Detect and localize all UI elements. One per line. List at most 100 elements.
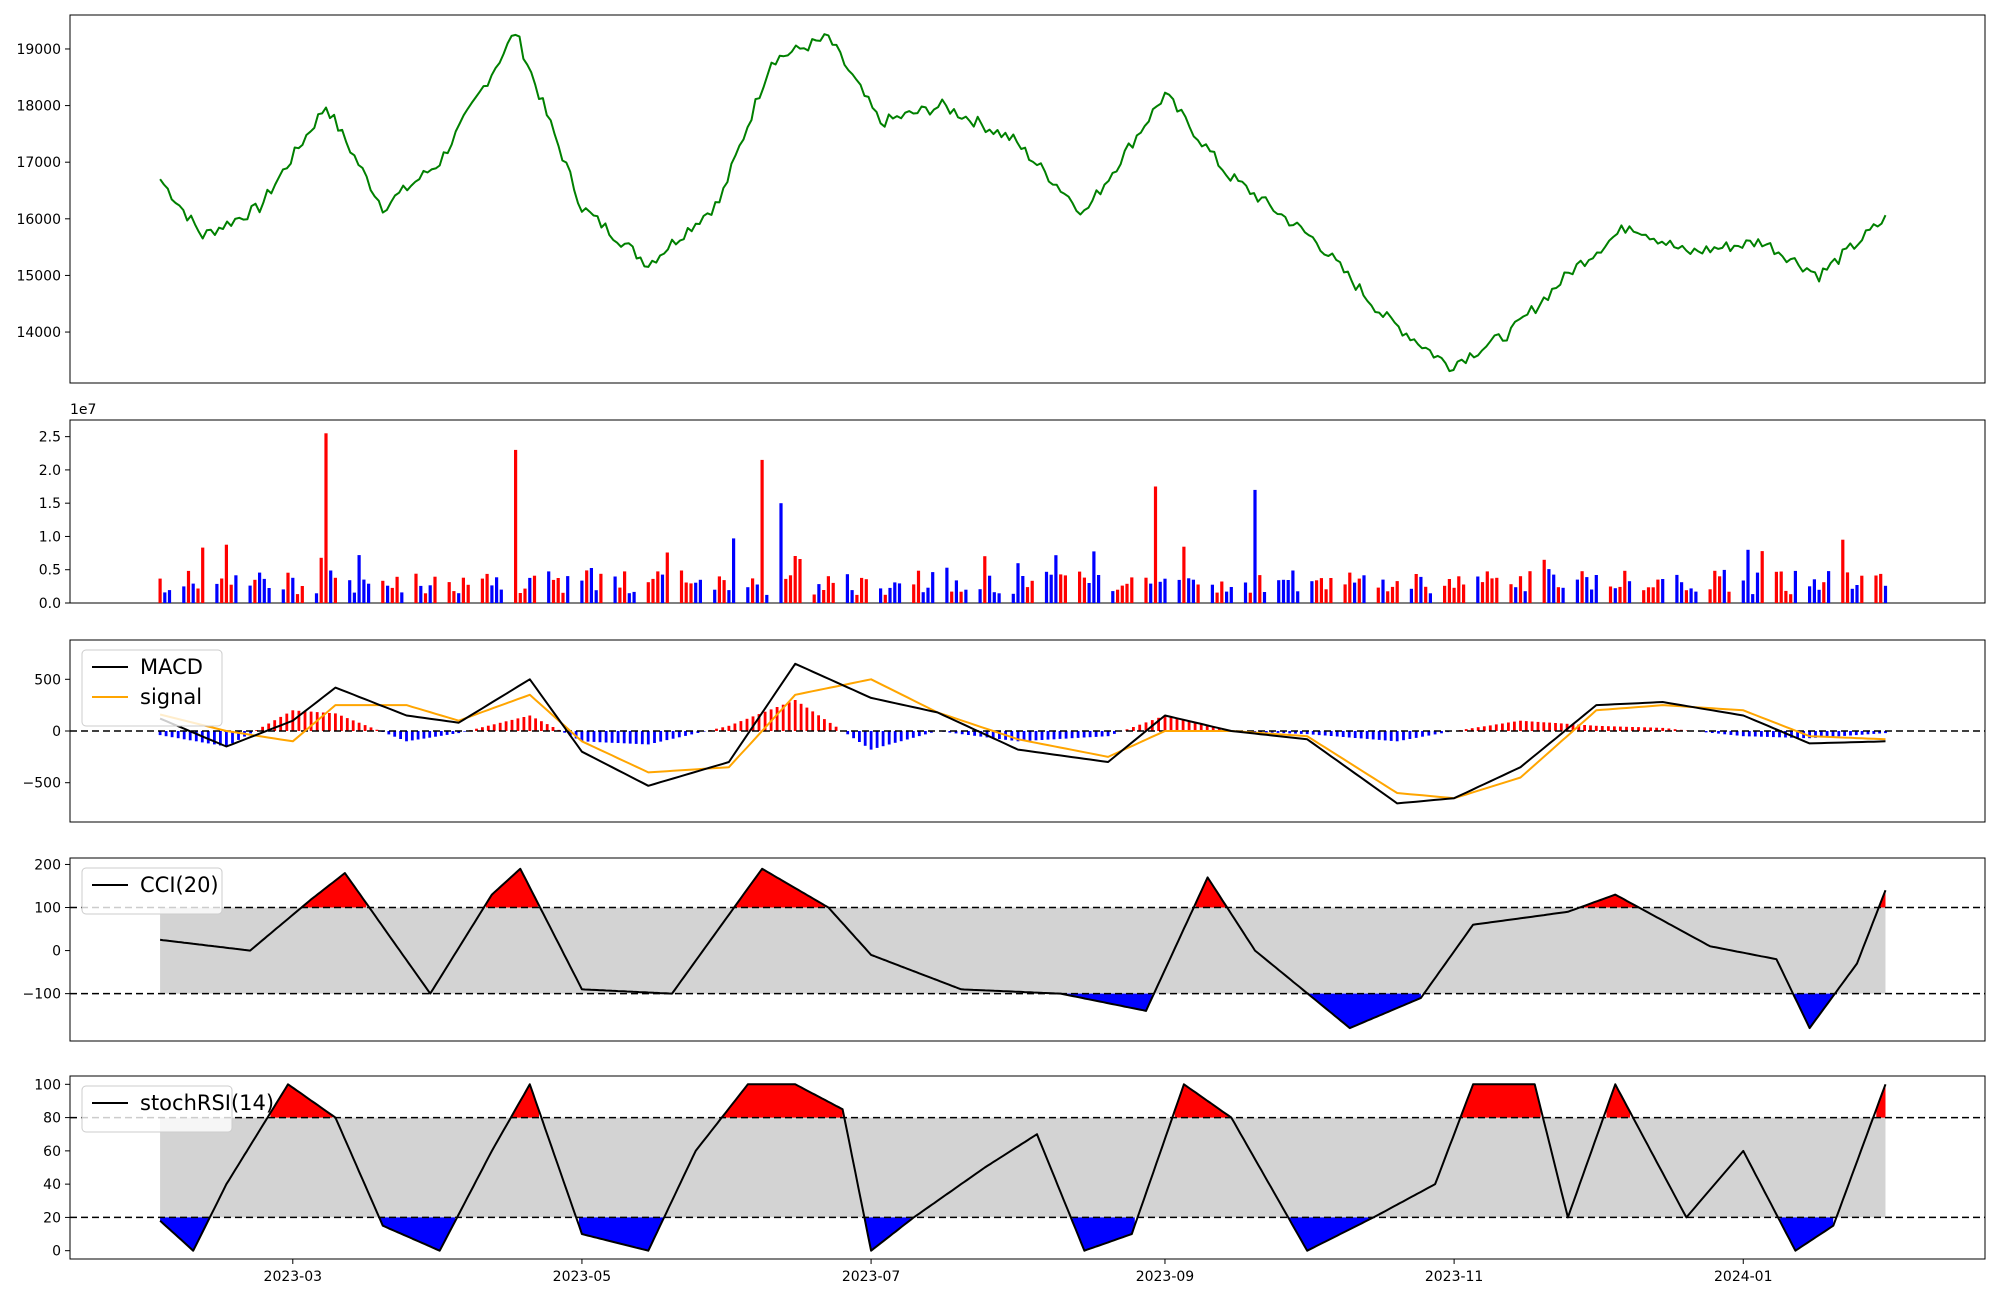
macd-hist-bar [1217,728,1221,731]
volume-bar [1182,546,1186,603]
volume-bar [812,594,816,603]
volume-bar [1149,583,1153,603]
macd-hist-bar [817,715,820,732]
volume-bar [722,580,726,603]
y-tick-label: 15000 [16,268,61,284]
macd-hist-bar [1600,726,1604,731]
volume-bar [452,591,456,603]
macd-hist-bar [1094,731,1098,737]
volume-bar [850,590,854,603]
volume-bar [580,580,584,603]
volume-bar [457,593,461,603]
volume-bar [1319,578,1323,603]
macd-hist-bar [1542,722,1546,732]
volume-bar [1153,486,1158,603]
macd-hist-bar [715,728,718,731]
macd-hist-bar [1010,731,1014,741]
macd-hist-bar [1082,731,1086,738]
macd-hist-bar [1144,722,1148,731]
macd-hist-bar [846,731,850,735]
volume-bar [1779,571,1783,603]
volume-bar [988,575,992,603]
volume-bar [1376,587,1380,603]
macd-hist-bar [551,727,555,731]
volume-bar [1362,575,1366,603]
macd-hist-bar [1270,731,1274,733]
volume-bar [466,584,470,603]
macd-hist-bar [1530,721,1534,731]
macd-hist-bar [1494,724,1498,731]
macd-hist-bar [1519,720,1522,731]
volume-bar [1817,589,1821,603]
volume-bar [390,587,394,603]
macd-hist-bar [1796,731,1799,738]
oversold-fill [1072,1217,1135,1251]
macd-hist-bar [1040,731,1044,740]
date-axis: 2023-03 2023-05 2023-07 2023-09 2023-11 2024-… [264,1259,1773,1285]
macd-hist-bar [534,718,537,731]
volume-bar [1661,579,1665,603]
volume-bar [215,583,219,603]
macd-hist-bar [405,731,408,742]
volume-bar [1016,563,1020,603]
volume-bar [755,584,759,603]
volume-bar [997,593,1001,603]
macd-hist-bar [498,722,502,731]
macd-hist-bar [545,724,549,731]
macd-hist-bar [1034,731,1038,741]
macd-hist-bar [475,728,478,731]
volume-bar [717,576,721,603]
macd-hist-bar [399,731,402,739]
macd-hist-bar [1766,731,1769,737]
volume-bar [1196,584,1200,603]
macd-hist-bar [297,710,301,731]
macd-hist-bar [1589,725,1592,731]
volume-bar [1855,585,1859,603]
macd-hist-bar [206,731,210,744]
volume-bar [618,587,622,603]
volume-bar [400,592,404,603]
volume-bar [1395,581,1399,603]
macd-hist-bar [345,718,349,731]
volume-bar [1542,559,1546,603]
macd-hist-bar [763,711,767,731]
volume-bar [1125,583,1129,603]
cci-panel: −100 0 100 200 CCI(20) [23,857,1986,1042]
volume-bar [300,586,304,603]
macd-hist-bar [745,718,749,731]
macd-hist-bar [1132,727,1135,731]
y-tick-label: 2.5 [39,430,61,446]
macd-hist-bar [1814,731,1817,738]
macd-hist-bar [646,731,650,745]
macd-hist-bar [702,731,706,732]
volume-bar [613,576,617,603]
macd-hist-bar [231,731,234,744]
macd-hist-bar [1778,731,1781,738]
volume-bar [1627,581,1632,603]
macd-hist-bar [1187,721,1191,731]
y-tick-label: 1.5 [39,496,61,512]
macd-hist-bar [1359,731,1363,739]
macd-hist-bar [1536,721,1540,731]
macd-hist-bar [1464,729,1468,731]
volume-bar [1812,579,1816,603]
volume-bar [1789,594,1793,603]
oscillator-line [159,867,1887,1030]
legend-box [81,1085,233,1133]
macd-hist-bar [1389,731,1393,741]
macd-hist-bar [1421,731,1424,737]
macd-hist-bar [911,731,915,738]
macd-hist-bar [1482,726,1486,731]
macd-hist-bar [1335,731,1339,737]
macd-hist-bar [1371,731,1375,740]
volume-bar [1329,578,1333,603]
volume-bar [1353,582,1357,603]
volume-bar [950,591,954,603]
volume-bar [1495,577,1499,603]
legend-label: signal [140,685,202,709]
macd-hist-bar [309,711,313,731]
macd-hist-bar [225,731,228,747]
volume-bar [1092,551,1096,603]
macd-hist-bar [1157,717,1160,731]
macd-hist-bar [1825,731,1829,737]
